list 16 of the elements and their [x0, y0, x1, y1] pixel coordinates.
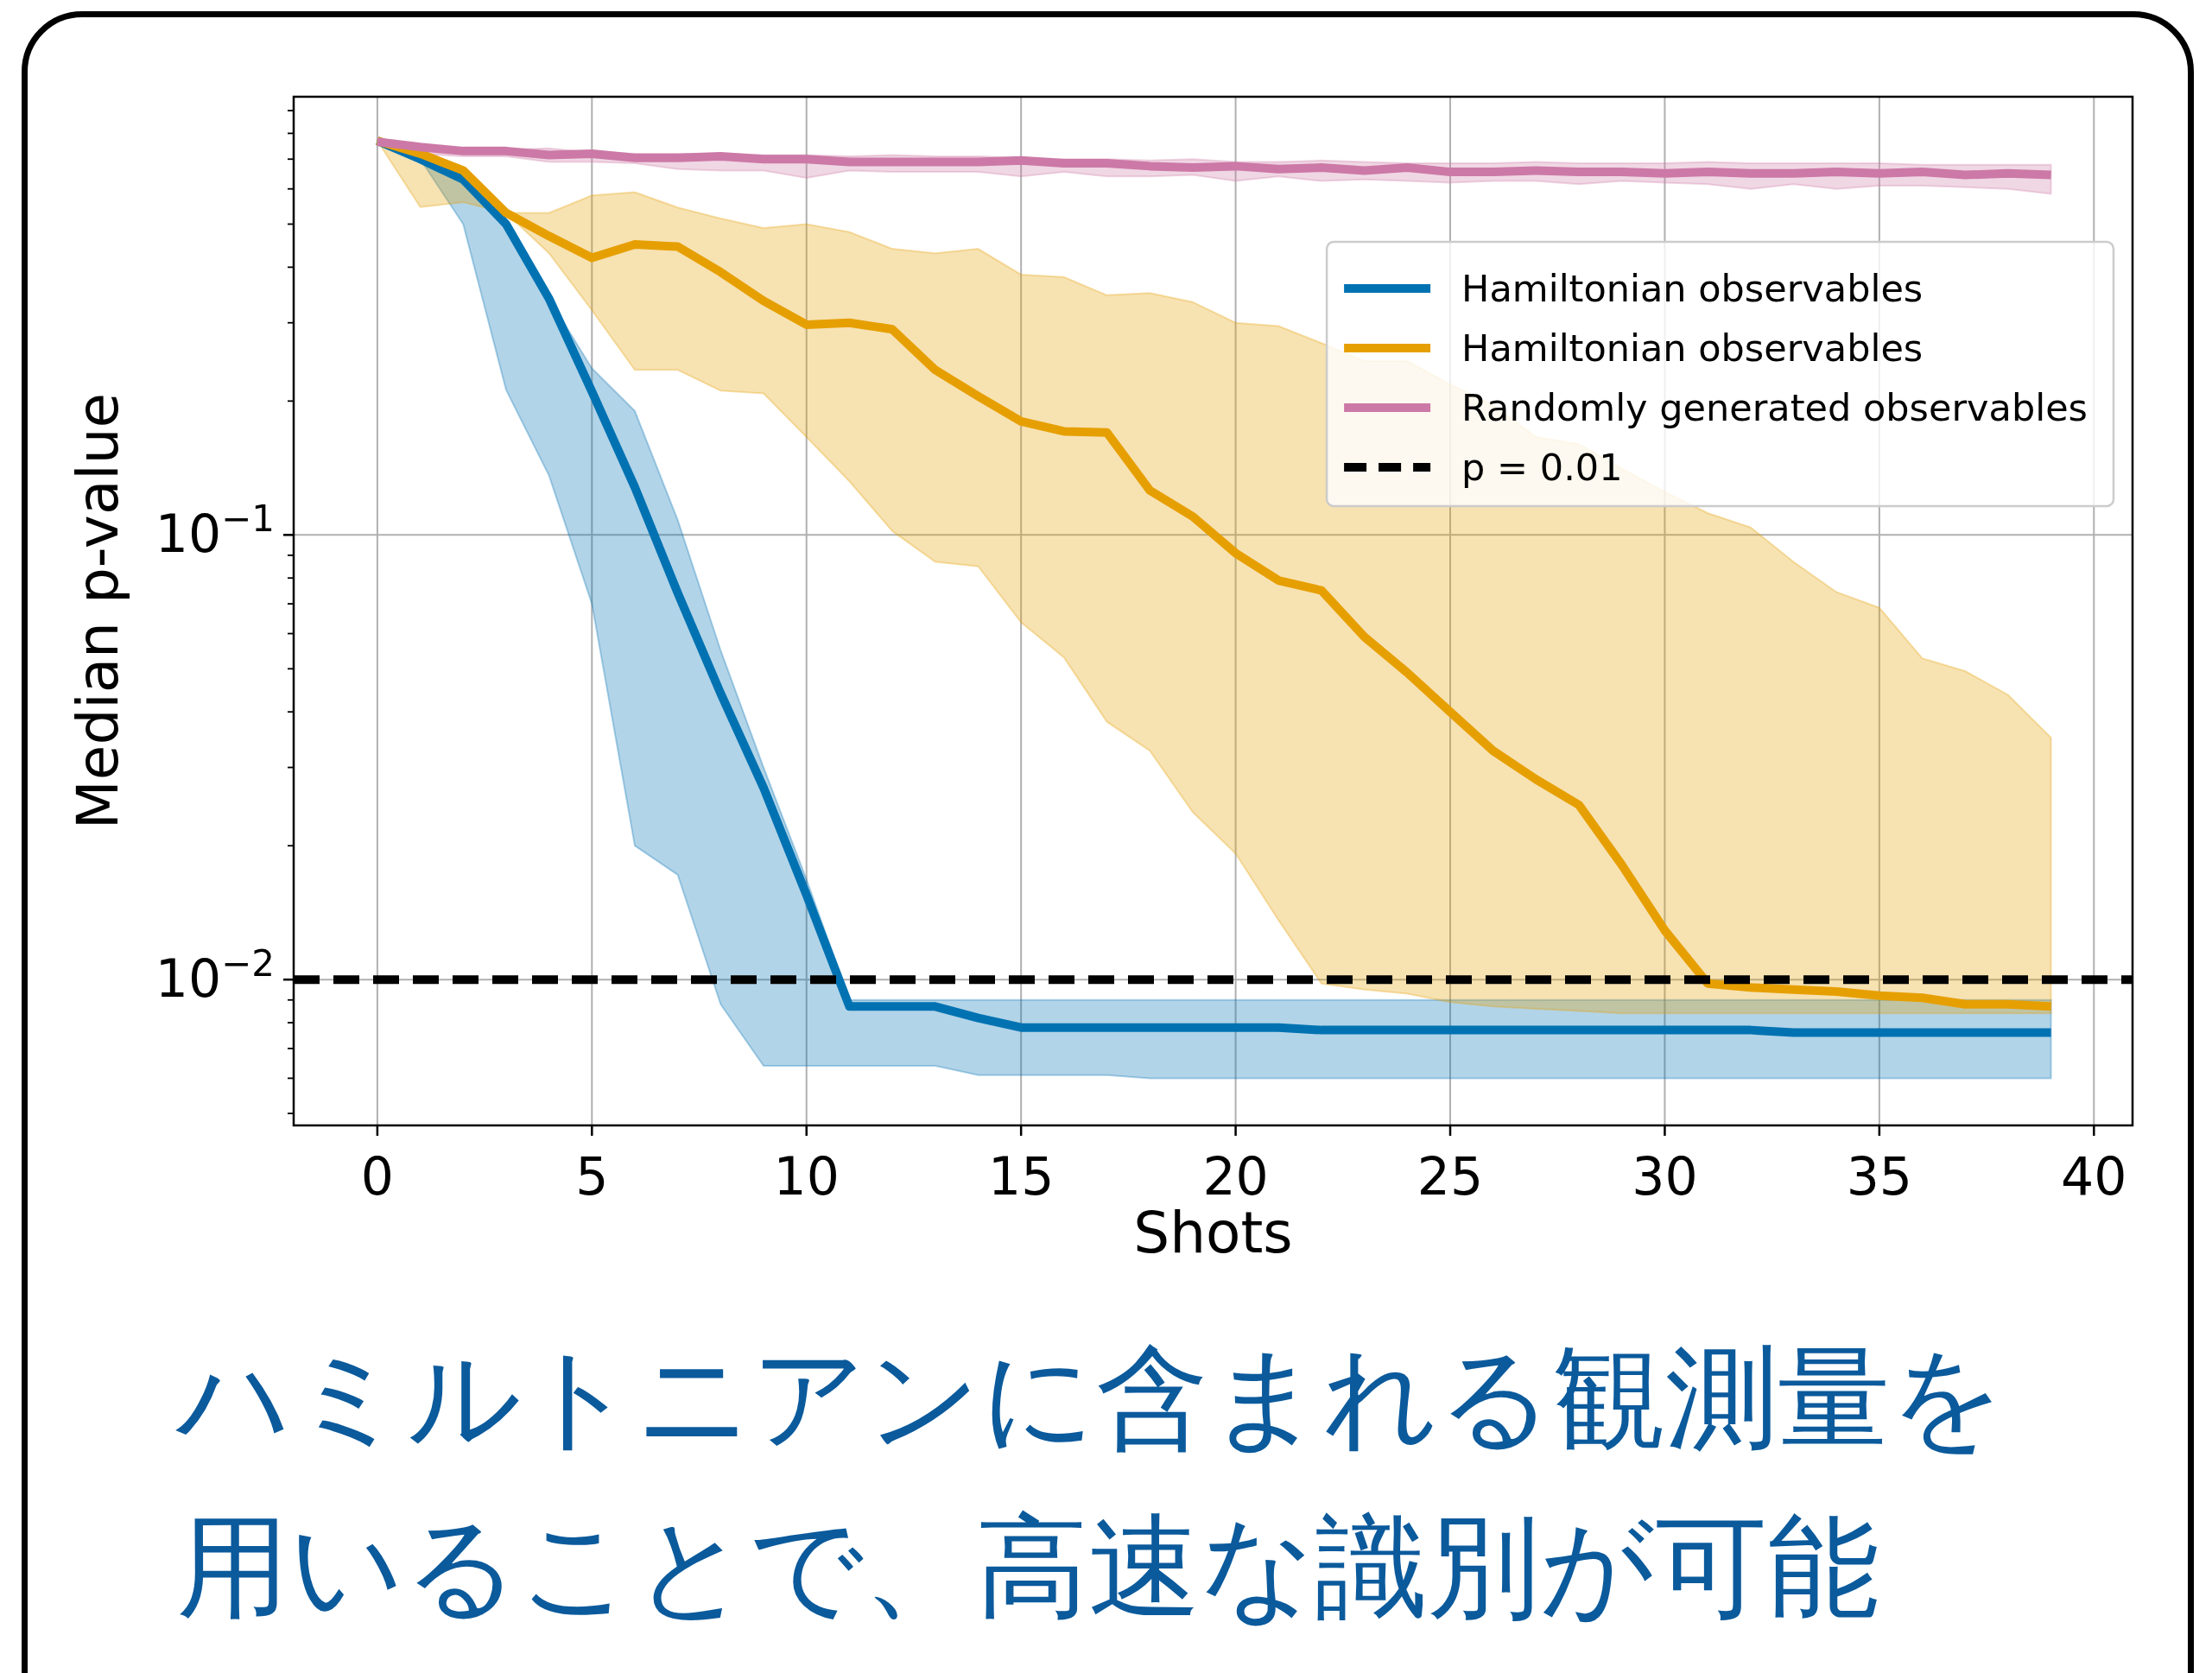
x-tick-label: 25 — [1417, 1146, 1484, 1207]
x-tick-label: 5 — [575, 1146, 609, 1207]
x-tick-label: 0 — [360, 1146, 394, 1207]
legend-label: Hamiltonian observables — [1461, 326, 1924, 370]
legend-label: Hamiltonian observables — [1461, 267, 1924, 310]
x-tick-label: 15 — [987, 1146, 1055, 1207]
x-tick-label: 30 — [1632, 1146, 1698, 1207]
x-tick-label: 10 — [773, 1146, 840, 1207]
legend-label: Randomly generated observables — [1461, 386, 2088, 429]
x-tick-label: 40 — [2061, 1146, 2127, 1207]
text: ハミルトニアンに含まれる観測量を用いることで、高速な識別が可能 — [177, 1331, 2006, 1634]
y-tick-label: 10$^{−1}$ — [155, 497, 275, 565]
y-tick-label: 10$^{−2}$ — [155, 941, 275, 1010]
y-axis-title: Median p-value — [65, 392, 131, 830]
legend-label: p = 0.01 — [1461, 446, 1623, 489]
x-tick-label: 35 — [1846, 1146, 1913, 1207]
